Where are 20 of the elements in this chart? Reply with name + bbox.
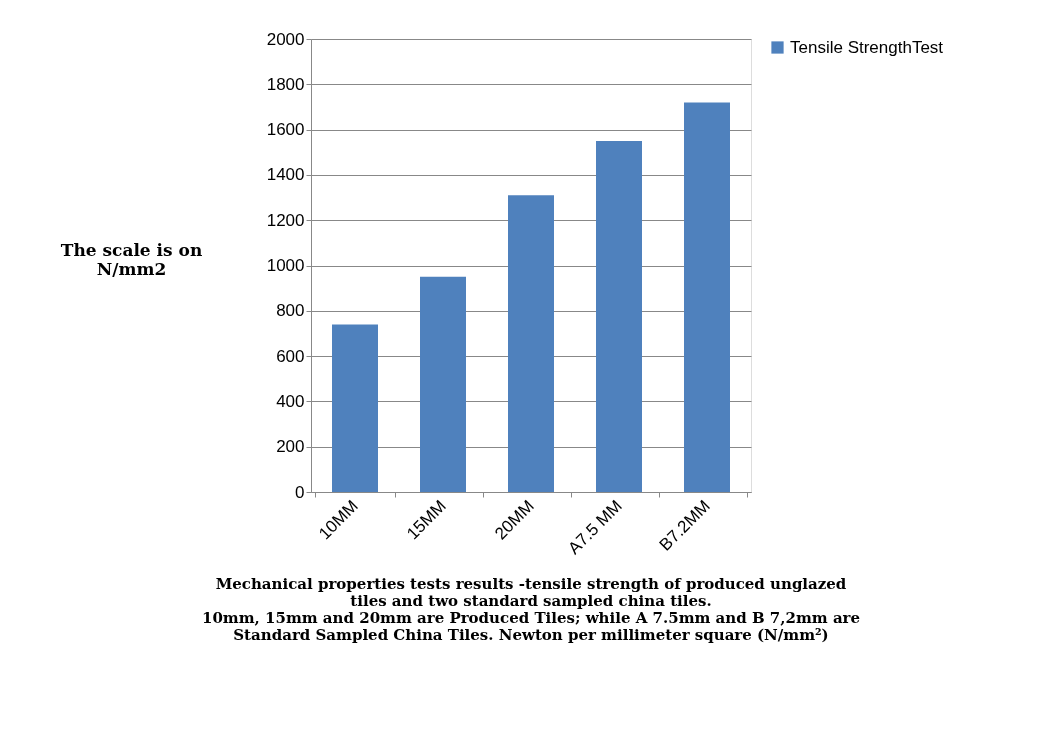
bar xyxy=(596,140,642,492)
y-tick-label: 200 xyxy=(276,437,305,457)
y-tick-label: 800 xyxy=(276,301,305,321)
text: 10mm, 15mm and 20mm are Produced Tiles; while A 7.5mm and B 7,2mm are Standard Sampled China Tiles. Newton per millimeter square (N/mm²) xyxy=(201,608,861,644)
legend-label: Tensile StrengthTest xyxy=(790,37,944,57)
bar xyxy=(508,195,554,492)
y-tick-label: 600 xyxy=(276,346,305,366)
y-tick-label: 2000 xyxy=(266,29,305,49)
y-tick-label: 400 xyxy=(276,391,305,411)
y-tick-label: 1400 xyxy=(266,165,305,185)
y-tick-label: 1200 xyxy=(266,210,305,230)
y-tick-label: 1800 xyxy=(266,74,305,94)
bar xyxy=(420,276,466,492)
bar xyxy=(332,324,378,492)
y-tick-label: 0 xyxy=(295,482,305,502)
y-tick-label: 1000 xyxy=(266,256,305,275)
text: Mechanical properties tests results -tensile strength of produced unglazed tiles and two standard sampled china tiles. xyxy=(215,574,847,610)
bar xyxy=(684,102,730,492)
y-axis-title: The scale is on N/mm2 xyxy=(60,239,203,279)
y-tick-label: 1600 xyxy=(266,120,305,140)
